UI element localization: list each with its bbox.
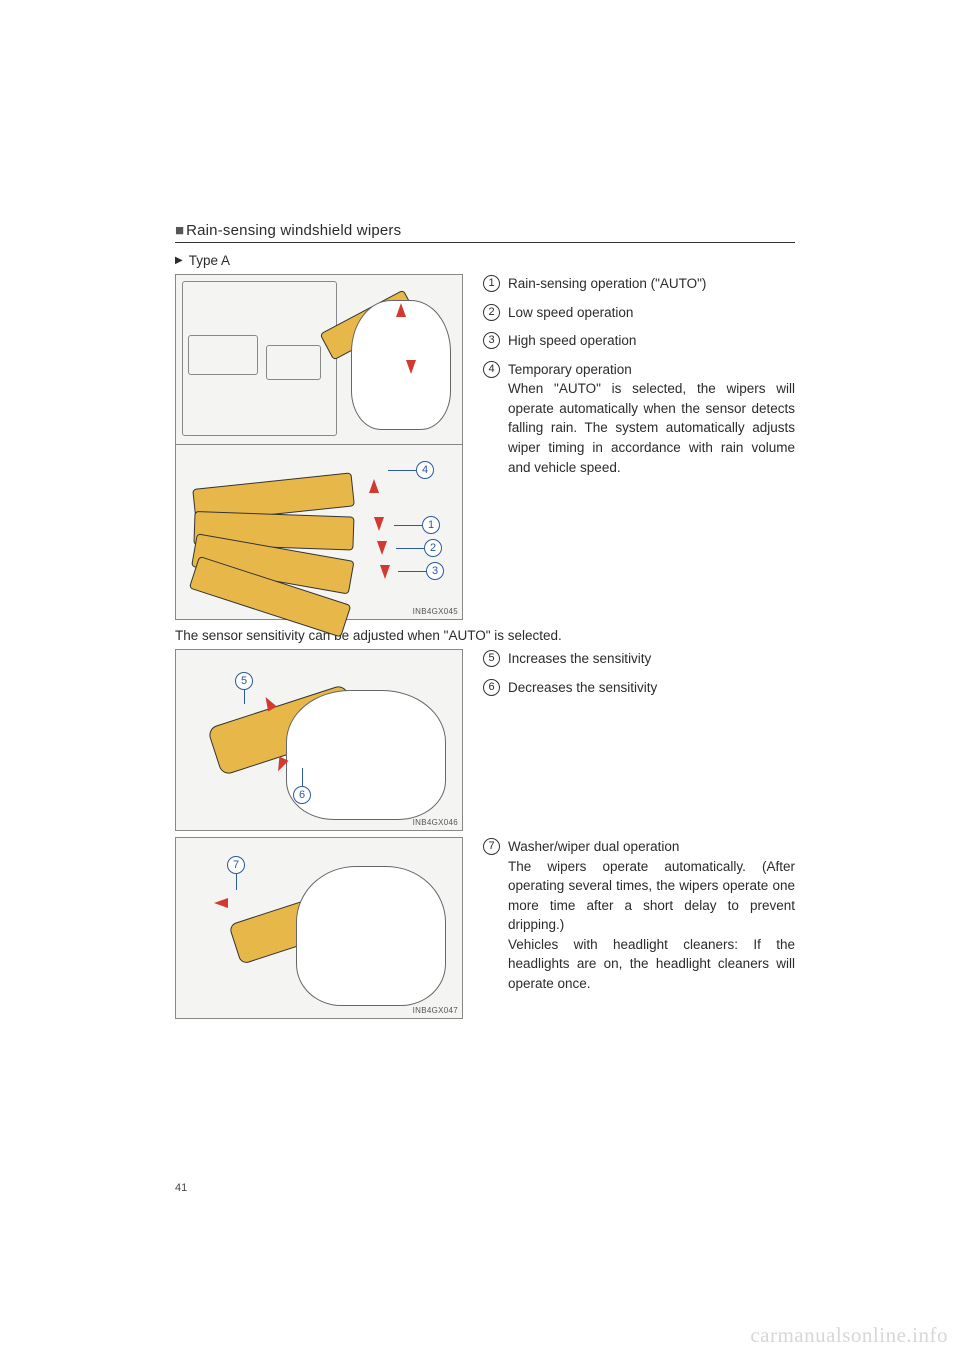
callout-6: 6 — [293, 786, 311, 804]
illus-a-credit: INB4GX045 — [413, 607, 458, 616]
legend-item-6: 6 Decreases the sensitivity — [483, 678, 795, 698]
illus-b-credit: INB4GX046 — [413, 818, 458, 827]
section-bullet-icon: ■ — [175, 223, 184, 238]
legend-item-2: 2 Low speed operation — [483, 303, 795, 323]
legend-text-5: Increases the sensitivity — [508, 649, 795, 669]
legend-text-7: Washer/wiper dual operation The wipers o… — [508, 837, 795, 994]
type-a-text: Type A — [189, 253, 230, 268]
section-header: ■ Rain-sensing windshield wipers — [175, 222, 795, 243]
mid-note: The sensor sensitivity can be adjusted w… — [175, 628, 795, 643]
legend-item-4: 4 Temporary operation When "AUTO" is sel… — [483, 360, 795, 477]
row-illus-a: 4 1 2 3 INB4GX045 1 Rain-sensing operati… — [175, 274, 795, 620]
illus-c-credit: INB4GX047 — [413, 1006, 458, 1015]
legend-c: 7 Washer/wiper dual operation The wipers… — [483, 837, 795, 1003]
illustration-a-top — [175, 274, 463, 444]
legend-num-5: 5 — [483, 650, 500, 667]
page-number: 41 — [175, 1182, 187, 1194]
legend-4-body: When "AUTO" is selected, the wipers will… — [508, 381, 795, 474]
callout-1: 1 — [422, 516, 440, 534]
legend-num-4: 4 — [483, 361, 500, 378]
legend-7-title: Washer/wiper dual operation — [508, 839, 679, 854]
legend-item-5: 5 Increases the sensitivity — [483, 649, 795, 669]
legend-num-7: 7 — [483, 838, 500, 855]
legend-num-3: 3 — [483, 332, 500, 349]
callout-2: 2 — [424, 539, 442, 557]
legend-item-3: 3 High speed operation — [483, 331, 795, 351]
legend-b: 5 Increases the sensitivity 6 Decreases … — [483, 649, 795, 706]
legend-text-1: Rain-sensing operation ("AUTO") — [508, 274, 795, 294]
type-a-label: ▶ Type A — [175, 253, 795, 268]
legend-num-6: 6 — [483, 679, 500, 696]
legend-4-title: Temporary operation — [508, 362, 632, 377]
legend-text-4: Temporary operation When "AUTO" is selec… — [508, 360, 795, 477]
legend-a: 1 Rain-sensing operation ("AUTO") 2 Low … — [483, 274, 795, 486]
legend-item-1: 1 Rain-sensing operation ("AUTO") — [483, 274, 795, 294]
callout-3: 3 — [426, 562, 444, 580]
watermark: carmanualsonline.info — [750, 1323, 948, 1348]
row-illus-c: 7 INB4GX047 7 Washer/wiper dual operatio… — [175, 837, 795, 1019]
legend-num-1: 1 — [483, 275, 500, 292]
triangle-right-icon: ▶ — [175, 255, 183, 266]
illus-a-stack: 4 1 2 3 INB4GX045 — [175, 274, 463, 620]
legend-text-6: Decreases the sensitivity — [508, 678, 795, 698]
illustration-b: 5 6 INB4GX046 — [175, 649, 463, 831]
legend-item-7: 7 Washer/wiper dual operation The wipers… — [483, 837, 795, 994]
legend-num-2: 2 — [483, 304, 500, 321]
callout-7: 7 — [227, 856, 245, 874]
callout-4: 4 — [416, 461, 434, 479]
legend-text-2: Low speed operation — [508, 303, 795, 323]
callout-5: 5 — [235, 672, 253, 690]
legend-7-body1: The wipers operate automatically. (After… — [508, 859, 795, 933]
illustration-a-bottom: 4 1 2 3 INB4GX045 — [175, 444, 463, 620]
legend-text-3: High speed operation — [508, 331, 795, 351]
row-illus-b: 5 6 INB4GX046 5 Increases the sensitivit… — [175, 649, 795, 831]
legend-7-body2: Vehicles with headlight cleaners: If the… — [508, 937, 795, 991]
section-title: Rain-sensing windshield wipers — [186, 222, 401, 239]
page-content: ■ Rain-sensing windshield wipers ▶ Type … — [175, 222, 795, 1025]
illustration-c: 7 INB4GX047 — [175, 837, 463, 1019]
